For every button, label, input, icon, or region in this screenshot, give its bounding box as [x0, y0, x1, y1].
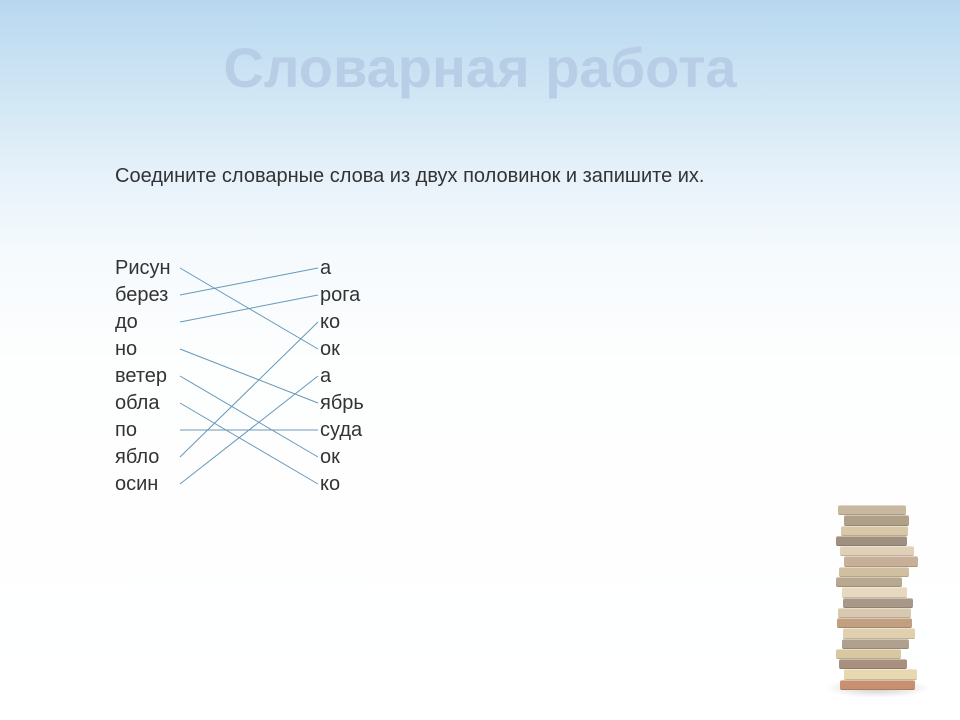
left-word-item: осин	[115, 471, 171, 498]
left-word-item: ветер	[115, 363, 171, 390]
right-word-item: рога	[320, 282, 364, 309]
right-word-item: ко	[320, 309, 364, 336]
left-word-item: обла	[115, 390, 171, 417]
left-word-item: Рисун	[115, 255, 171, 282]
right-word-item: ок	[320, 336, 364, 363]
right-word-item: суда	[320, 417, 364, 444]
right-word-column: арогакоокаябрьсудаокко	[320, 255, 364, 498]
instruction-text: Соедините словарные слова из двух полови…	[115, 165, 704, 188]
right-word-item: ок	[320, 444, 364, 471]
left-word-item: до	[115, 309, 171, 336]
right-word-item: ябрь	[320, 390, 364, 417]
left-word-item: ябло	[115, 444, 171, 471]
left-word-item: берез	[115, 282, 171, 309]
left-word-column: Рисунберездоноветероблапояблоосин	[115, 255, 171, 498]
right-word-item: а	[320, 363, 364, 390]
left-word-item: по	[115, 417, 171, 444]
left-word-item: но	[115, 336, 171, 363]
right-word-item: ко	[320, 471, 364, 498]
page-title: Словарная работа	[0, 35, 960, 100]
right-word-item: а	[320, 255, 364, 282]
books-decoration	[840, 490, 915, 690]
